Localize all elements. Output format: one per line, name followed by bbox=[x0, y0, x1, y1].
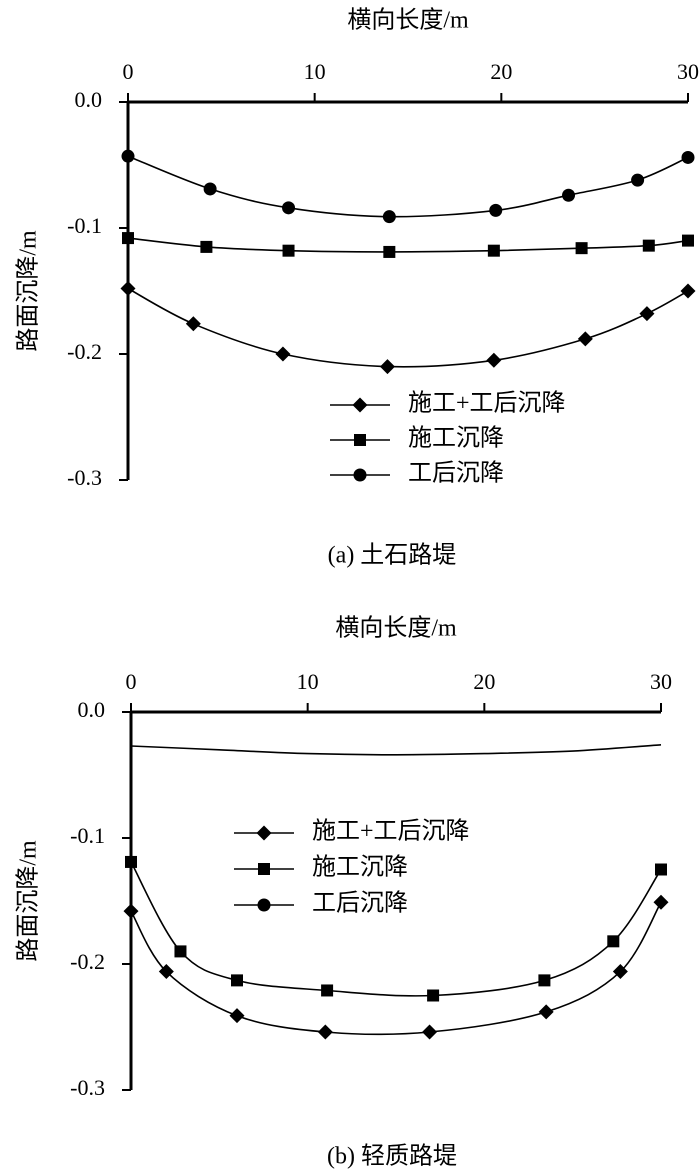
legend-marker bbox=[352, 397, 368, 413]
data-point bbox=[282, 244, 295, 257]
series-line bbox=[127, 237, 689, 253]
y-axis-title: 路面沉降/m bbox=[15, 230, 42, 352]
series-diamond bbox=[120, 280, 696, 375]
legend-marker bbox=[354, 434, 366, 446]
data-point bbox=[203, 182, 217, 196]
series-line bbox=[130, 744, 662, 756]
x-tick-label: 20 bbox=[490, 59, 512, 84]
series-square bbox=[125, 855, 667, 1002]
data-point bbox=[282, 201, 296, 215]
data-point bbox=[631, 173, 645, 187]
data-point bbox=[229, 1008, 245, 1024]
data-point bbox=[158, 964, 174, 980]
data-point bbox=[200, 240, 213, 253]
data-point bbox=[382, 210, 396, 224]
x-tick-label: 10 bbox=[304, 59, 326, 84]
legend-label: 施工沉降 bbox=[408, 425, 504, 452]
data-point bbox=[642, 239, 655, 252]
series-line bbox=[130, 901, 662, 1036]
series-circle bbox=[130, 744, 662, 756]
panel-caption: (a) 土石路堤 bbox=[328, 542, 457, 569]
x-tick-label: 30 bbox=[677, 59, 699, 84]
data-point bbox=[121, 149, 135, 163]
y-tick-label: -0.1 bbox=[67, 213, 102, 238]
data-point bbox=[486, 352, 502, 368]
series-square bbox=[122, 232, 694, 258]
data-point bbox=[120, 280, 136, 296]
data-point bbox=[612, 964, 628, 980]
y-tick-label: -0.2 bbox=[67, 339, 102, 364]
data-point bbox=[275, 346, 291, 362]
panel-b-lightweight-embankment: 横向长度/m 0 10 20 30 0.0 -0.1 -0.2 -0.3 路面沉降/m 施工+工后沉… bbox=[15, 615, 673, 1170]
y-tick-label: -0.1 bbox=[70, 823, 105, 848]
data-point bbox=[607, 935, 620, 948]
x-tick-label: 20 bbox=[473, 669, 495, 694]
series-circle bbox=[121, 149, 695, 224]
x-tick-label: 0 bbox=[126, 669, 137, 694]
series-line bbox=[127, 287, 689, 368]
y-axis-title: 路面沉降/m bbox=[15, 840, 42, 962]
legend-marker bbox=[258, 863, 270, 875]
legend-label: 施工沉降 bbox=[312, 854, 408, 881]
legend-marker bbox=[353, 468, 367, 482]
x-axis-title: 横向长度/m bbox=[335, 615, 457, 642]
y-tick-label: -0.3 bbox=[67, 465, 102, 490]
data-point bbox=[489, 203, 503, 217]
data-point bbox=[422, 1024, 438, 1040]
y-tick-label: 0.0 bbox=[75, 87, 103, 112]
panel-a-earth-rock-embankment: 横向长度/m 0 10 20 30 0.0 -0.1 -0.2 -0.3 路面沉降/m 施工+工后沉… bbox=[15, 7, 700, 569]
x-axis-title: 横向长度/m bbox=[347, 7, 469, 34]
x-tick-label: 30 bbox=[650, 669, 672, 694]
y-tick-label: -0.3 bbox=[70, 1075, 105, 1100]
x-tick-label: 10 bbox=[297, 669, 319, 694]
series-line bbox=[130, 861, 662, 997]
legend-label: 工后沉降 bbox=[312, 890, 408, 917]
x-tick-label: 0 bbox=[123, 59, 134, 84]
data-point bbox=[577, 331, 593, 347]
legend-label: 工后沉降 bbox=[408, 460, 504, 487]
data-point bbox=[174, 945, 187, 958]
data-point bbox=[682, 234, 694, 247]
data-point bbox=[681, 150, 695, 164]
data-point bbox=[122, 232, 134, 245]
data-point bbox=[538, 974, 551, 987]
data-point bbox=[321, 984, 334, 997]
data-point bbox=[639, 306, 655, 322]
series-diamond bbox=[123, 894, 669, 1040]
y-tick-label: 0.0 bbox=[78, 697, 106, 722]
data-point bbox=[562, 188, 576, 202]
y-tick-label: -0.2 bbox=[70, 949, 105, 974]
data-point bbox=[653, 894, 669, 910]
data-point bbox=[231, 974, 243, 987]
legend-marker bbox=[256, 825, 272, 841]
data-point bbox=[487, 244, 500, 257]
data-point bbox=[575, 242, 588, 255]
legend-label: 施工+工后沉降 bbox=[408, 390, 566, 417]
data-point bbox=[655, 863, 667, 876]
data-point bbox=[185, 316, 201, 332]
legend-marker bbox=[257, 898, 271, 912]
data-point bbox=[383, 245, 396, 258]
panel-caption: (b) 轻质路堤 bbox=[327, 1143, 457, 1170]
data-point bbox=[123, 903, 139, 919]
data-point bbox=[680, 283, 696, 299]
data-point bbox=[317, 1024, 333, 1040]
legend-label: 施工+工后沉降 bbox=[312, 818, 470, 845]
data-point bbox=[125, 855, 137, 868]
data-point bbox=[538, 1004, 554, 1020]
data-point bbox=[427, 989, 440, 1002]
data-point bbox=[379, 359, 395, 375]
